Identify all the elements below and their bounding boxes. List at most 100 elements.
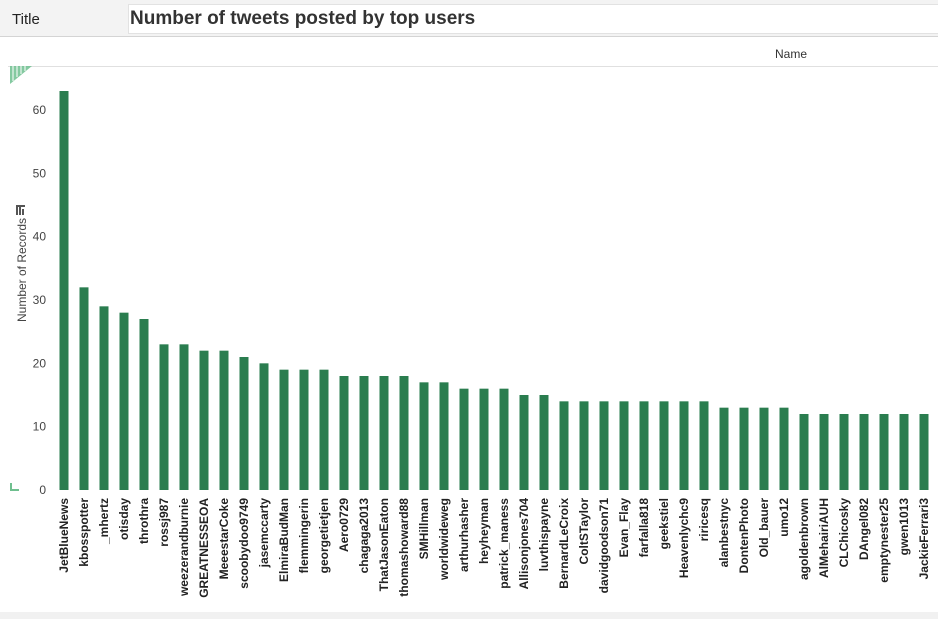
x-tick-label: patrick_maness — [497, 498, 511, 589]
bar[interactable] — [79, 287, 89, 490]
y-tick-label: 30 — [33, 293, 47, 307]
bar[interactable] — [199, 350, 209, 490]
bars — [59, 91, 929, 490]
bar[interactable] — [459, 388, 469, 490]
x-tick-label: throthra — [137, 498, 151, 544]
bar[interactable] — [319, 369, 329, 490]
x-tick-label: ColtSTaylor — [577, 498, 591, 565]
chart-title: Number of tweets posted by top users — [130, 8, 476, 29]
bar[interactable] — [399, 376, 409, 490]
sort-icon[interactable] — [16, 205, 26, 215]
bar[interactable] — [539, 395, 549, 490]
x-tick-label: worldwideweg — [437, 498, 451, 581]
x-tick-label: ThatJasonEaton — [377, 498, 391, 591]
x-tick-label: davidgoodson71 — [597, 498, 611, 594]
y-tick-label: 50 — [33, 166, 47, 180]
x-tick-label: farfalla818 — [637, 498, 651, 558]
bar[interactable] — [839, 414, 849, 490]
bar[interactable] — [759, 407, 769, 490]
x-tick-label: Old_bauer — [757, 498, 771, 558]
bar[interactable] — [899, 414, 909, 490]
bar[interactable] — [679, 401, 689, 490]
y-axis: 0 10 20 30 40 50 60 — [33, 103, 47, 497]
x-tick-label: MeeestarCoke — [217, 498, 231, 580]
x-tick-label: scoobydoo9749 — [237, 498, 251, 589]
x-tick-label: emptynester25 — [877, 498, 891, 583]
x-tick-label: rossj987 — [157, 498, 171, 547]
bar[interactable] — [379, 376, 389, 490]
x-tick-label: kbosspotter — [77, 498, 91, 567]
x-tick-label: AlMehairiAUH — [817, 498, 831, 578]
x-tick-label: jasemccarty — [257, 498, 271, 569]
x-tick-label: otisday — [117, 498, 131, 540]
bar[interactable] — [479, 388, 489, 490]
bar[interactable] — [639, 401, 649, 490]
x-tick-label: alanbestnyc — [717, 498, 731, 568]
x-tick-label: thomashoward88 — [397, 498, 411, 597]
bar[interactable] — [919, 414, 929, 490]
bar[interactable] — [559, 401, 569, 490]
x-tick-label: geekstiel — [657, 498, 671, 549]
y-tick-label: 40 — [33, 230, 47, 244]
bar[interactable] — [859, 414, 869, 490]
x-tick-label: riricesq — [697, 498, 711, 541]
x-tick-label: chagaga2013 — [357, 498, 371, 574]
x-tick-label: CLChicosky — [837, 498, 851, 568]
bar[interactable] — [359, 376, 369, 490]
bar[interactable] — [259, 363, 269, 490]
bar[interactable] — [599, 401, 609, 490]
x-tick-label: Allisonjones704 — [517, 498, 531, 590]
x-tick-label: luvthispayne — [537, 498, 551, 572]
bar[interactable] — [799, 414, 809, 490]
x-tick-label: arthurhasher — [457, 498, 471, 572]
bar[interactable] — [99, 306, 109, 490]
bar[interactable] — [279, 369, 289, 490]
bar[interactable] — [59, 91, 69, 490]
bar[interactable] — [219, 350, 229, 490]
title-field[interactable] — [128, 4, 938, 34]
bar[interactable] — [179, 344, 189, 490]
bar[interactable] — [719, 407, 729, 490]
bar[interactable] — [579, 401, 589, 490]
x-tick-label: ElmiraBudMan — [277, 498, 291, 582]
bar[interactable] — [339, 376, 349, 490]
x-tick-label: Heavenlychc9 — [677, 498, 691, 578]
bar[interactable] — [499, 388, 509, 490]
y-tick-label: 10 — [33, 420, 47, 434]
bar[interactable] — [879, 414, 889, 490]
bar[interactable] — [519, 395, 529, 490]
bar[interactable] — [139, 319, 149, 490]
bar[interactable] — [739, 407, 749, 490]
x-axis-labels: JetBlueNews kbosspotter _mhertz otisday thro… — [57, 498, 931, 598]
horizontal-scrollbar[interactable] — [0, 612, 938, 619]
bar[interactable] — [619, 401, 629, 490]
x-tick-label: georgetietjen — [317, 498, 331, 573]
x-tick-label: flemmingerin — [297, 498, 311, 573]
bar[interactable] — [159, 344, 169, 490]
bar[interactable] — [419, 382, 429, 490]
x-tick-label: agoldenbrown — [797, 498, 811, 580]
x-tick-label: DontenPhoto — [737, 498, 751, 573]
resize-corner-icon[interactable] — [10, 66, 32, 84]
x-tick-label: DAngel082 — [857, 498, 871, 560]
bar[interactable] — [119, 312, 129, 490]
x-tick-label: umo12 — [777, 498, 791, 537]
x-tick-label: weezerandburnie — [177, 498, 191, 597]
x-tick-label: SMHillman — [417, 498, 431, 559]
axis-corner-icon — [10, 483, 19, 491]
bar[interactable] — [659, 401, 669, 490]
bar[interactable] — [439, 382, 449, 490]
title-label: Title — [12, 11, 40, 28]
column-header-bar — [8, 44, 938, 67]
column-header-name[interactable]: Name — [775, 47, 808, 61]
y-axis-title: Number of Records — [15, 218, 29, 322]
bar[interactable] — [239, 357, 249, 490]
bar[interactable] — [299, 369, 309, 490]
x-tick-label: heyheyman — [477, 498, 491, 564]
bar[interactable] — [779, 407, 789, 490]
y-tick-label: 60 — [33, 103, 47, 117]
bar[interactable] — [699, 401, 709, 490]
x-tick-label: JackieFerrari3 — [917, 498, 931, 580]
bar[interactable] — [819, 414, 829, 490]
